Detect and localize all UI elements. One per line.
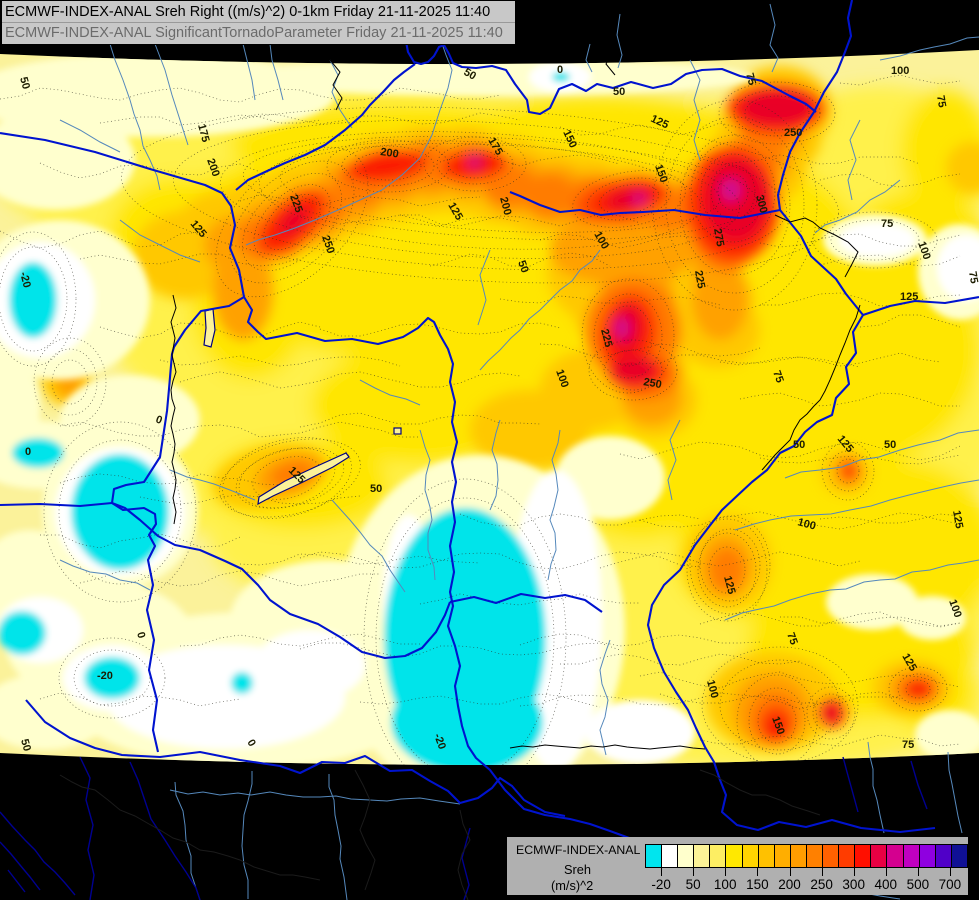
svg-text:225: 225 [598, 328, 614, 349]
svg-text:50: 50 [17, 76, 32, 91]
svg-text:75: 75 [934, 94, 948, 108]
svg-text:100: 100 [796, 516, 817, 532]
svg-text:100: 100 [946, 598, 964, 619]
svg-text:75: 75 [743, 72, 758, 87]
svg-text:100: 100 [553, 368, 571, 389]
svg-text:250: 250 [642, 376, 662, 391]
svg-text:50: 50 [613, 86, 625, 98]
svg-text:100: 100 [915, 240, 933, 261]
svg-text:275: 275 [711, 227, 726, 247]
svg-text:150: 150 [769, 715, 787, 736]
svg-text:75: 75 [770, 369, 785, 385]
svg-text:50: 50 [18, 738, 33, 753]
svg-text:250: 250 [784, 127, 802, 139]
svg-text:125: 125 [721, 575, 737, 596]
svg-text:300: 300 [753, 194, 769, 215]
svg-text:200: 200 [204, 157, 222, 178]
svg-text:50: 50 [462, 66, 479, 83]
svg-text:75: 75 [966, 270, 979, 284]
svg-text:75: 75 [784, 631, 799, 647]
svg-text:125: 125 [900, 291, 918, 303]
svg-text:50: 50 [515, 259, 530, 275]
svg-text:75: 75 [881, 218, 893, 230]
svg-text:0: 0 [134, 631, 147, 640]
svg-text:200: 200 [497, 196, 513, 217]
svg-text:125: 125 [950, 509, 965, 529]
svg-text:0: 0 [244, 738, 257, 749]
svg-text:0: 0 [557, 64, 563, 76]
svg-text:225: 225 [692, 269, 707, 289]
svg-text:200: 200 [380, 146, 400, 160]
svg-text:-20: -20 [97, 670, 113, 682]
svg-text:225: 225 [287, 193, 305, 214]
svg-text:50: 50 [793, 439, 805, 451]
svg-text:250: 250 [319, 234, 337, 255]
svg-text:50: 50 [370, 483, 382, 495]
svg-text:-20: -20 [17, 271, 33, 289]
svg-text:175: 175 [195, 123, 211, 144]
svg-text:150: 150 [652, 163, 670, 184]
svg-text:50: 50 [884, 439, 896, 451]
svg-text:100: 100 [704, 679, 720, 700]
svg-text:0: 0 [154, 414, 164, 427]
svg-text:0: 0 [25, 446, 31, 458]
svg-text:75: 75 [902, 739, 914, 751]
svg-text:100: 100 [891, 65, 909, 77]
svg-text:-20: -20 [431, 732, 448, 751]
